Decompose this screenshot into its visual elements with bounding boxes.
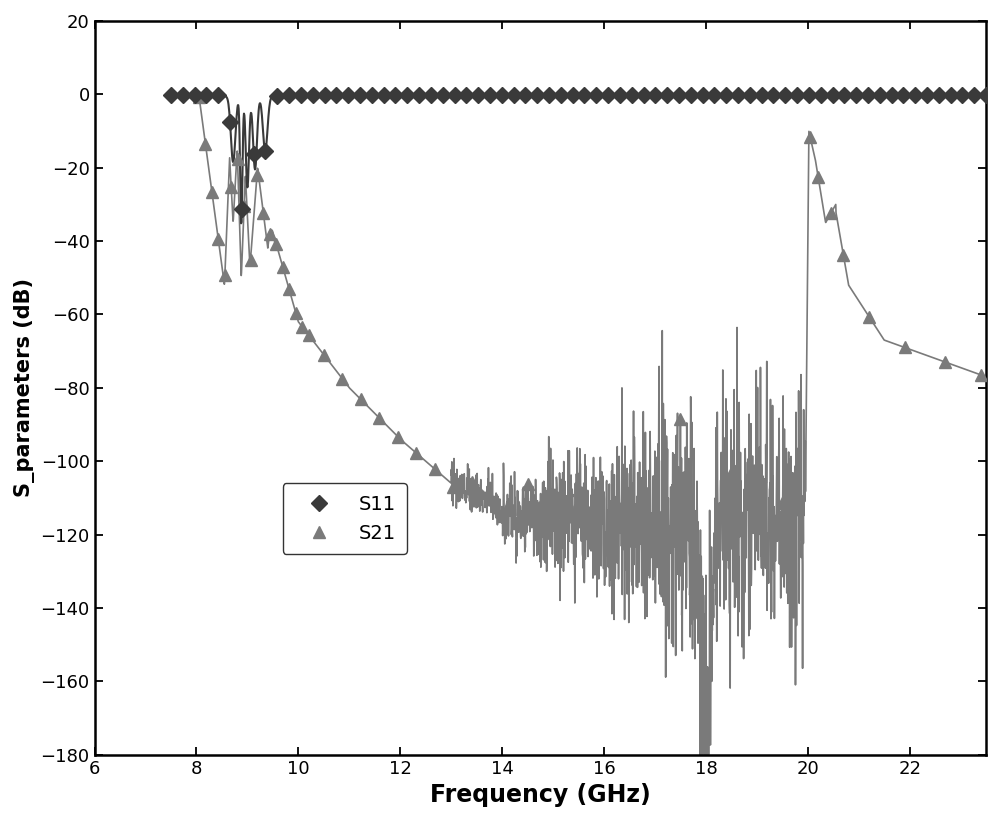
Line: S11: S11: [165, 89, 992, 215]
S21: [290, 308, 302, 318]
S21: [410, 448, 422, 458]
S11: [626, 90, 638, 100]
S21: [466, 477, 478, 487]
S21: [939, 357, 951, 367]
S21: [318, 350, 330, 360]
Y-axis label: S_parameters (dB): S_parameters (dB): [14, 278, 35, 498]
X-axis label: Frequency (GHz): Frequency (GHz): [430, 783, 651, 807]
S21: [245, 255, 257, 265]
S21: [863, 312, 875, 322]
S21: [429, 465, 441, 475]
S21: [355, 394, 367, 404]
S21: [232, 154, 244, 164]
S21: [270, 239, 282, 249]
S21: [264, 229, 276, 239]
S21: [975, 370, 987, 380]
S21: [392, 432, 404, 442]
S21: [503, 499, 515, 509]
S21: [199, 139, 211, 149]
S21: [251, 170, 263, 180]
S21: [522, 479, 534, 489]
S21: [812, 172, 824, 181]
S21: [776, 498, 788, 508]
S21: [899, 342, 911, 352]
S21: [206, 187, 218, 197]
S21: [485, 494, 497, 504]
S21: [283, 284, 295, 294]
S11: [283, 90, 295, 100]
S21: [674, 414, 686, 424]
Line: S21: S21: [193, 91, 987, 520]
S21: [447, 482, 459, 492]
S21: [725, 468, 737, 478]
S11: [874, 90, 886, 100]
S11: [236, 204, 248, 214]
S11: [165, 90, 177, 100]
S21: [193, 92, 205, 102]
S21: [825, 209, 837, 218]
S21: [257, 209, 269, 218]
S21: [623, 509, 635, 519]
S21: [277, 262, 289, 272]
S21: [225, 182, 237, 192]
S21: [837, 250, 849, 260]
S21: [238, 201, 250, 211]
S11: [862, 90, 874, 100]
S11: [425, 90, 437, 100]
Legend: S11, S21: S11, S21: [283, 483, 407, 554]
S11: [980, 90, 992, 100]
S11: [366, 90, 378, 100]
S21: [303, 330, 315, 340]
S21: [804, 132, 816, 142]
S21: [373, 413, 385, 423]
S21: [219, 269, 231, 279]
S21: [336, 374, 348, 383]
S21: [296, 322, 308, 332]
S21: [212, 235, 224, 245]
S21: [573, 497, 585, 507]
